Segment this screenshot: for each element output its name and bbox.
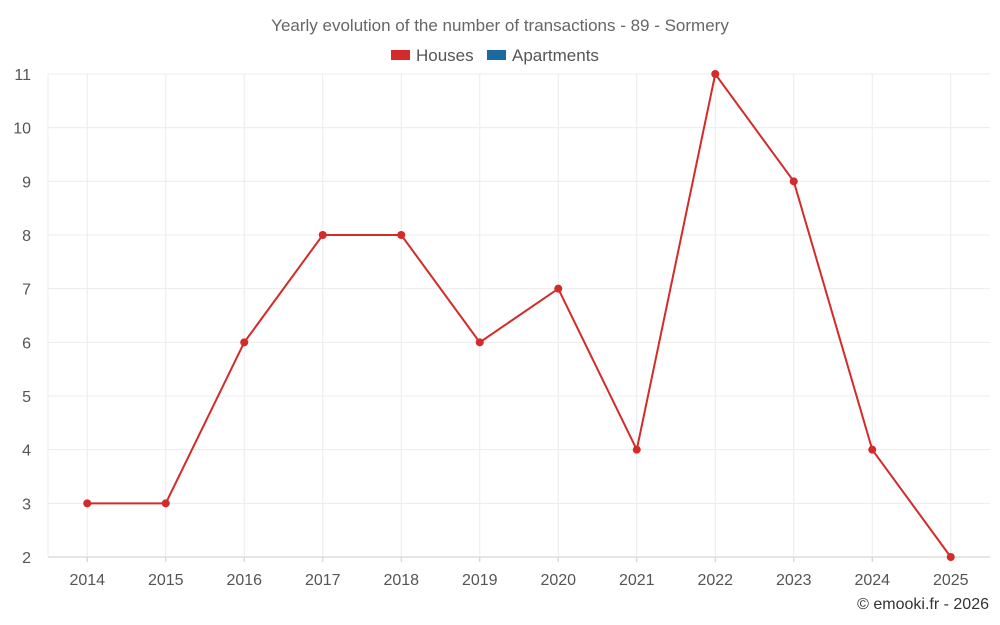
x-tick-label: 2015 <box>148 572 184 589</box>
x-tick-label: 2016 <box>226 572 262 589</box>
x-tick-label: 2024 <box>854 572 890 589</box>
series-line-houses <box>87 71 952 558</box>
x-tick-label: 2017 <box>305 572 341 589</box>
y-tick-label: 7 <box>22 282 31 299</box>
y-tick-label: 6 <box>22 335 31 352</box>
x-tick-label: 2022 <box>697 572 733 589</box>
legend-label-houses: Houses <box>416 46 474 65</box>
data-point-houses-2021[interactable] <box>632 445 641 454</box>
data-point-houses-2014[interactable] <box>83 499 92 508</box>
series-houses <box>83 70 955 561</box>
data-point-houses-2023[interactable] <box>789 177 798 186</box>
y-tick-label: 2 <box>22 550 31 567</box>
data-point-houses-2015[interactable] <box>161 499 170 508</box>
x-tick-label: 2023 <box>776 572 812 589</box>
y-tick-label: 9 <box>22 174 31 191</box>
x-tick-label: 2019 <box>462 572 498 589</box>
y-tick-label: 4 <box>22 443 31 460</box>
y-axis-ticks: 2 3 4 5 6 7 8 9 10 11 <box>13 67 31 567</box>
legend-swatch-apartments <box>487 50 506 60</box>
data-point-houses-2025[interactable] <box>946 553 955 561</box>
x-tick-label: 2020 <box>540 572 576 589</box>
data-point-houses-2017[interactable] <box>318 231 327 239</box>
legend-swatch-houses <box>391 50 410 60</box>
y-tick-label: 5 <box>22 389 31 406</box>
data-point-houses-2020[interactable] <box>554 284 563 293</box>
legend-item-houses[interactable]: Houses <box>391 46 474 65</box>
grid <box>47 73 990 562</box>
x-tick-label: 2025 <box>933 572 969 589</box>
credit-text: © emooki.fr - 2026 <box>857 596 989 613</box>
y-tick-label: 10 <box>13 121 31 138</box>
y-tick-label: 11 <box>14 67 31 84</box>
legend-item-apartments[interactable]: Apartments <box>487 46 599 65</box>
legend: Houses Apartments <box>391 46 599 65</box>
data-point-houses-2019[interactable] <box>475 338 484 347</box>
x-axis-ticks: 2014 2015 2016 2017 2018 2019 2020 2021 2022 2023… <box>69 572 968 589</box>
data-point-houses-2022[interactable] <box>711 70 720 78</box>
chart-title: Yearly evolution of the number of transa… <box>271 16 729 35</box>
legend-label-apartments: Apartments <box>512 46 599 65</box>
x-tick-label: 2018 <box>383 572 419 589</box>
y-tick-label: 8 <box>22 228 31 245</box>
data-point-houses-2024[interactable] <box>868 445 877 454</box>
data-point-houses-2018[interactable] <box>397 231 406 239</box>
data-point-houses-2016[interactable] <box>240 338 249 347</box>
x-tick-label: 2014 <box>69 572 105 589</box>
y-tick-label: 3 <box>22 496 31 513</box>
x-tick-label: 2021 <box>619 572 655 589</box>
